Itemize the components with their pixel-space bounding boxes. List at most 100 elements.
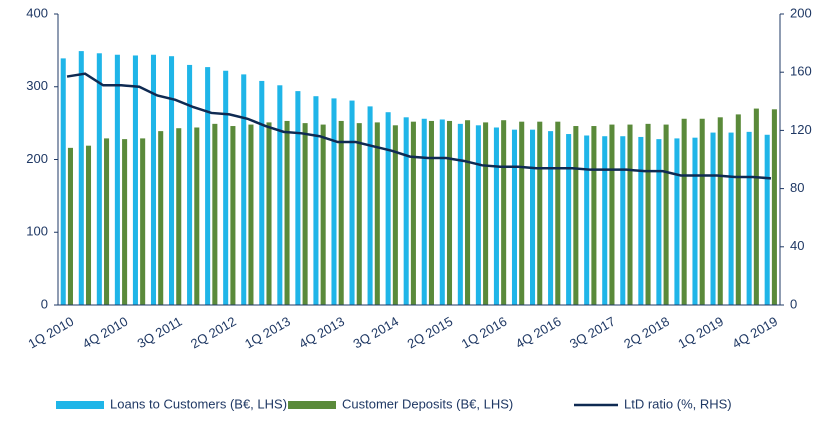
bar — [194, 127, 200, 306]
bar — [519, 121, 525, 305]
bar — [663, 124, 669, 305]
y-tick-label: 400 — [26, 5, 48, 20]
y-tick-label: 300 — [26, 78, 48, 93]
x-tick-label: 4Q 2010 — [80, 314, 131, 352]
y-tick-label: 200 — [26, 151, 48, 166]
bar — [349, 100, 355, 305]
bar — [85, 145, 92, 305]
line — [66, 72, 772, 180]
bar — [403, 117, 409, 306]
bar — [746, 131, 752, 305]
bar — [638, 136, 644, 305]
y-tick-label: 0 — [41, 296, 48, 311]
bar — [331, 98, 337, 305]
bar — [493, 127, 499, 306]
bar — [78, 51, 84, 305]
bar — [457, 123, 463, 305]
bar — [248, 124, 254, 305]
y2-tick-label: 0 — [790, 296, 797, 311]
x-tick-label: 1Q 2019 — [675, 314, 726, 352]
bar — [259, 80, 265, 306]
bar — [96, 53, 102, 305]
bar — [609, 124, 615, 305]
bar — [573, 126, 579, 305]
bar — [169, 56, 175, 305]
legend-swatch — [288, 401, 336, 409]
x-tick-label: 1Q 2013 — [242, 314, 293, 352]
bar — [356, 123, 362, 305]
bar — [710, 132, 716, 305]
bar — [277, 85, 283, 305]
bar — [439, 119, 445, 305]
bar — [753, 108, 759, 305]
bar — [645, 123, 651, 305]
legend-swatch — [56, 401, 104, 409]
bar — [584, 135, 590, 305]
bar — [104, 138, 110, 305]
bar — [548, 131, 554, 305]
bar — [266, 122, 272, 306]
bar — [421, 118, 427, 305]
bar — [132, 55, 138, 305]
bar — [410, 121, 416, 305]
bar — [67, 147, 73, 305]
bar — [537, 121, 543, 305]
bar — [374, 122, 380, 306]
x-tick-label: 3Q 2014 — [350, 314, 401, 352]
bar — [681, 118, 687, 305]
x-tick-label: 2Q 2018 — [621, 314, 672, 352]
y2-tick-label: 200 — [790, 5, 812, 20]
bar — [284, 120, 290, 305]
bar — [446, 120, 453, 305]
bar — [501, 120, 507, 305]
bar — [176, 128, 182, 305]
x-tick-label: 4Q 2019 — [730, 314, 781, 352]
bar — [212, 123, 218, 305]
y2-tick-label: 80 — [790, 180, 804, 195]
bar — [555, 121, 561, 305]
bar — [140, 138, 146, 305]
bar — [735, 114, 741, 306]
bar — [313, 96, 319, 306]
bar — [764, 134, 770, 305]
legend-label: LtD ratio (%, RHS) — [624, 396, 732, 411]
bar — [692, 137, 698, 305]
bar — [511, 129, 518, 305]
bar — [367, 106, 373, 305]
bar — [60, 58, 66, 305]
bar — [627, 124, 633, 305]
bar — [465, 120, 471, 305]
bar — [295, 91, 301, 306]
x-tick-label: 1Q 2016 — [459, 314, 510, 352]
bar — [728, 132, 734, 305]
legend-label: Customer Deposits (B€, LHS) — [342, 396, 513, 411]
x-tick-label: 2Q 2012 — [188, 314, 239, 352]
y2-tick-label: 120 — [790, 122, 812, 137]
y2-tick-label: 40 — [790, 238, 804, 253]
bar — [591, 126, 597, 305]
bar — [483, 122, 489, 306]
bar — [122, 139, 128, 305]
bar — [699, 118, 705, 305]
bar — [385, 112, 391, 306]
bar — [150, 54, 157, 305]
bar — [158, 131, 164, 305]
bar — [320, 124, 326, 305]
bar — [620, 136, 626, 305]
bar — [674, 138, 680, 305]
bar — [205, 67, 211, 305]
bar — [717, 117, 723, 306]
bar — [530, 129, 536, 305]
x-tick-label: 3Q 2017 — [567, 314, 618, 352]
bar — [392, 125, 398, 306]
x-tick-label: 3Q 2011 — [135, 314, 185, 351]
x-tick-label: 2Q 2015 — [405, 314, 456, 352]
x-tick-label: 4Q 2016 — [513, 314, 564, 352]
y-tick-label: 100 — [26, 224, 48, 239]
x-tick-label: 1Q 2010 — [26, 314, 77, 352]
bar — [241, 74, 247, 305]
bar — [475, 125, 481, 306]
bar — [566, 134, 572, 305]
bar — [187, 64, 193, 305]
